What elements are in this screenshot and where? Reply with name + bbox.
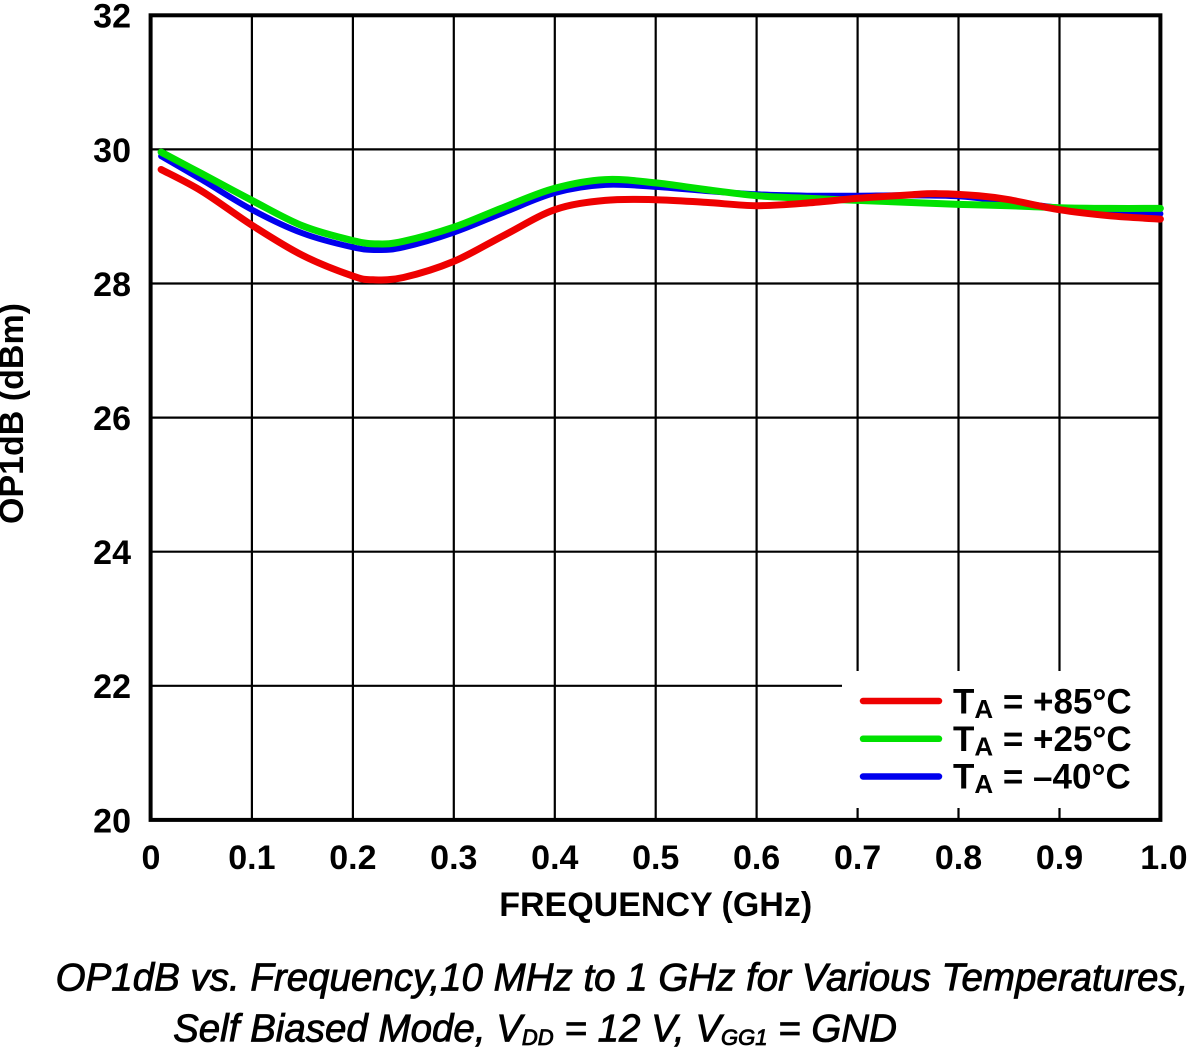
svg-text:28: 28 <box>93 266 131 304</box>
svg-text:24: 24 <box>93 534 131 572</box>
svg-text:Self Biased Mode, VDD = 12 V,: Self Biased Mode, VDD = 12 V, VGG1 = GND <box>173 1008 897 1051</box>
svg-text:0.7: 0.7 <box>834 839 881 877</box>
svg-text:0.3: 0.3 <box>430 839 477 877</box>
svg-text:32: 32 <box>93 0 131 36</box>
svg-text:0.1: 0.1 <box>228 839 275 877</box>
svg-text:26: 26 <box>93 400 131 438</box>
svg-text:OP1dB vs. Frequency,10 MHz to: OP1dB vs. Frequency,10 MHz to 1 GHz for … <box>56 956 1189 999</box>
svg-text:FREQUENCY (GHz): FREQUENCY (GHz) <box>499 886 812 924</box>
svg-text:0.8: 0.8 <box>935 839 982 877</box>
svg-text:0.5: 0.5 <box>632 839 679 877</box>
svg-text:22: 22 <box>93 668 131 706</box>
svg-text:30: 30 <box>93 132 131 170</box>
svg-text:0.6: 0.6 <box>733 839 780 877</box>
svg-text:20: 20 <box>93 802 131 840</box>
svg-text:0.4: 0.4 <box>531 839 578 877</box>
svg-text:0: 0 <box>142 839 161 877</box>
svg-text:0.9: 0.9 <box>1036 839 1083 877</box>
svg-text:1.0: 1.0 <box>1140 839 1187 877</box>
svg-text:OP1dB (dBm): OP1dB (dBm) <box>0 303 31 524</box>
svg-text:0.2: 0.2 <box>329 839 376 877</box>
svg-text:TA = –40°C: TA = –40°C <box>953 758 1131 799</box>
